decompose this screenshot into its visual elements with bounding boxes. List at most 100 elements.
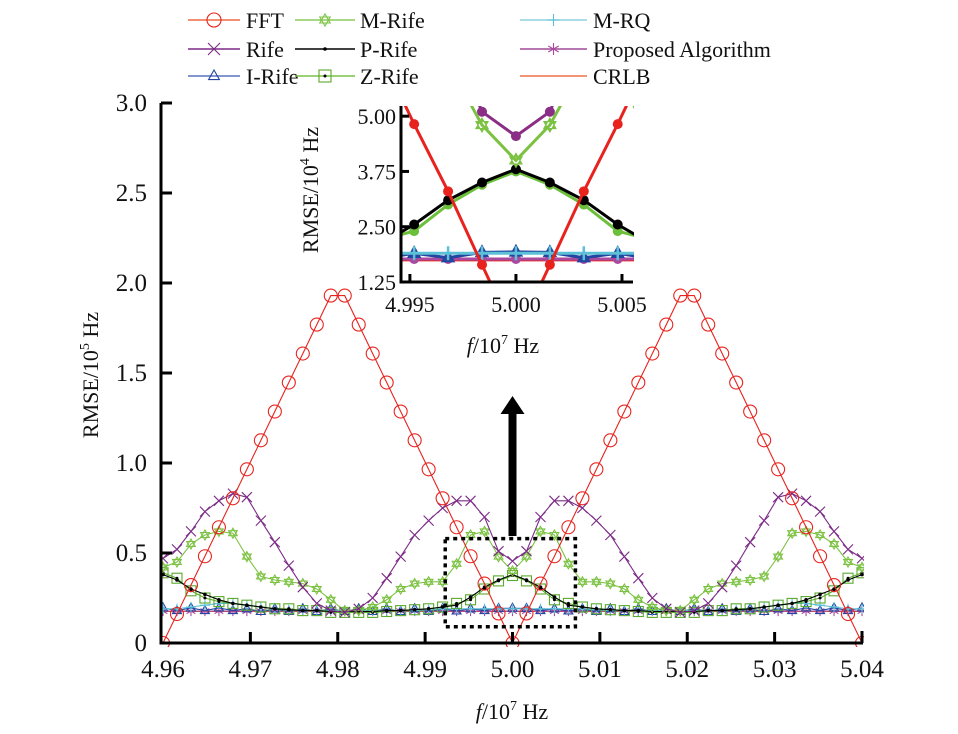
- point-m-rife: [255, 570, 267, 583]
- point-m-rife: [535, 525, 546, 538]
- inset-y-tick-label: 3.75: [358, 159, 397, 184]
- point-rife: [269, 536, 281, 548]
- inset-point-p-rife: [375, 239, 385, 249]
- point-m-rife: [381, 593, 392, 606]
- inset-point-p-rife: [681, 244, 691, 254]
- legend-label-m-rq: M-RQ: [593, 8, 651, 33]
- inset-point-fft: [544, 259, 555, 270]
- x-tick-label: 5.01: [578, 656, 622, 683]
- legend-entry-z-rife: Z-Rife: [295, 64, 419, 89]
- point-rife: [409, 529, 421, 541]
- point-m-rife: [479, 525, 490, 538]
- point-m-rife: [269, 573, 281, 587]
- point-i-rife: [814, 604, 826, 615]
- point-i-rife: [786, 604, 798, 615]
- point-rife: [283, 560, 295, 571]
- point-fft: [169, 606, 185, 622]
- point-z-rife: [227, 597, 239, 609]
- point-rife: [646, 592, 658, 604]
- x-tick-label: 4.97: [229, 656, 273, 683]
- inset-point-rife: [579, 23, 589, 33]
- legend-marker-z-rife: [318, 69, 332, 83]
- point-i-rife: [451, 604, 463, 615]
- inset-point-p-rife: [647, 239, 657, 249]
- point-m-rife: [605, 577, 616, 590]
- point-rife: [758, 515, 770, 526]
- legend-marker-fft: [206, 12, 222, 28]
- point-m-rife: [688, 593, 700, 606]
- inset-point-rife: [477, 106, 488, 117]
- y-tick-label: 2.0: [116, 270, 147, 297]
- inset-point-rife: [544, 106, 555, 117]
- point-m-rife: [521, 550, 532, 563]
- point-z-rife: [451, 597, 463, 609]
- legend-label-m-rife: M-Rife: [360, 8, 425, 33]
- legend-entry-proposed-algorithm: Proposed Algorithm: [520, 37, 771, 62]
- point-rife: [590, 515, 602, 526]
- inset-point-fft: [409, 119, 420, 130]
- inset-x-axis-title-base: /10: [473, 333, 501, 358]
- inset-point-m-rq: [441, 246, 456, 261]
- inset-y-axis-title: RMSE/104 Hz: [298, 127, 323, 253]
- point-fft: [435, 491, 450, 506]
- point-rife: [814, 506, 826, 517]
- x-axis-title-var: f: [476, 699, 485, 724]
- zoom-annotation: [443, 396, 578, 629]
- point-p-rife: [259, 605, 263, 609]
- point-m-rife: [619, 582, 630, 596]
- point-m-rife: [325, 593, 337, 606]
- point-m-rq: [479, 603, 490, 614]
- point-m-rife: [185, 537, 197, 551]
- series-m-rife: [161, 525, 864, 617]
- x-tick-label: 4.99: [403, 656, 447, 683]
- point-z-rife: [161, 567, 169, 579]
- inset-point-m-rq: [339, 246, 353, 260]
- point-rife: [842, 544, 854, 555]
- point-rife: [465, 495, 476, 507]
- inset-point-rife: [443, 23, 453, 33]
- point-z-rife: [688, 606, 700, 618]
- inset-point-rife: [341, 1, 351, 11]
- point-z-rife: [255, 601, 267, 613]
- point-fft: [491, 606, 506, 621]
- point-i-rife: [255, 605, 267, 616]
- point-z-rife: [730, 603, 742, 615]
- point-i-rife: [562, 604, 574, 615]
- zoom-region-box: [443, 536, 578, 629]
- main-axes: 4.96 4.97 4.98 4.99 5.00 5.01 5.02 5.03 5.04 0 0.5…: [116, 90, 885, 683]
- legend-entry-i-rife: I-Rife: [188, 64, 299, 89]
- point-rife: [479, 511, 490, 523]
- point-rife: [716, 581, 728, 593]
- point-fft: [183, 577, 199, 593]
- point-p-rife: [217, 598, 221, 602]
- point-fft: [407, 433, 422, 448]
- point-i-rife: [758, 605, 770, 616]
- inset-point-i-rife: [374, 252, 387, 263]
- inset-point-proposed-algorithm: [375, 254, 385, 264]
- point-m-rife: [409, 577, 420, 590]
- point-m-rife: [828, 537, 840, 551]
- point-z-rife: [241, 599, 253, 611]
- point-fft: [701, 317, 716, 332]
- point-rife: [674, 607, 686, 618]
- point-m-rife: [451, 557, 462, 570]
- point-rife: [521, 545, 532, 557]
- x-tick-label: 5.02: [665, 656, 709, 683]
- point-m-rife: [814, 528, 826, 542]
- legend-entry-m-rq: M-RQ: [520, 8, 651, 33]
- inset-point-m-rife: [508, 152, 523, 169]
- inset-point-fft: [612, 119, 623, 130]
- point-p-rife: [384, 608, 389, 613]
- point-fft: [645, 346, 660, 361]
- inset-point-m-rife: [578, 56, 590, 70]
- point-p-rife: [622, 608, 627, 613]
- point-p-rife: [776, 603, 780, 607]
- point-rife: [660, 603, 672, 615]
- point-m-rife: [507, 564, 518, 578]
- point-rife: [632, 572, 644, 584]
- point-m-rife: [744, 573, 756, 587]
- point-p-rife: [734, 607, 738, 612]
- legend-marker-m-rife: [318, 12, 332, 28]
